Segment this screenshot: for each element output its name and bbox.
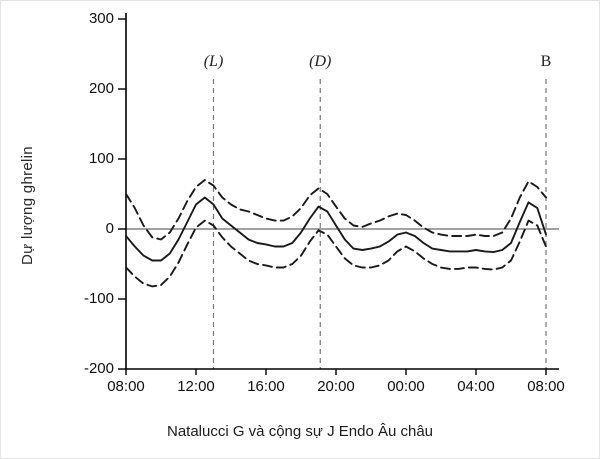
x-tick-label: 12:00 [177, 378, 215, 395]
y-tick-label: 100 [88, 150, 114, 167]
y-tick-label: 0 [105, 220, 114, 237]
x-tick-label: 16:00 [247, 378, 285, 395]
x-tick-label: 00:00 [387, 378, 425, 395]
y-tick-label: 300 [88, 10, 114, 27]
y-tick-label: 200 [88, 80, 114, 97]
x-tick-label: 08:00 [527, 378, 565, 395]
meal-annotation-label: B [540, 53, 552, 70]
x-tick-label: 08:00 [107, 378, 145, 395]
figure-caption: Natalucci G và cộng sự J Endo Âu châu [166, 423, 433, 440]
meal-annotation-label: (L) [203, 53, 224, 70]
x-tick-label: 20:00 [317, 378, 355, 395]
y-tick-label: -100 [83, 290, 114, 307]
meal-annotation-label: (D) [309, 53, 332, 70]
y-axis-label: Dự lượng ghrelin [19, 146, 36, 266]
x-tick-label: 04:00 [457, 378, 495, 395]
y-tick-label: -200 [83, 360, 114, 377]
